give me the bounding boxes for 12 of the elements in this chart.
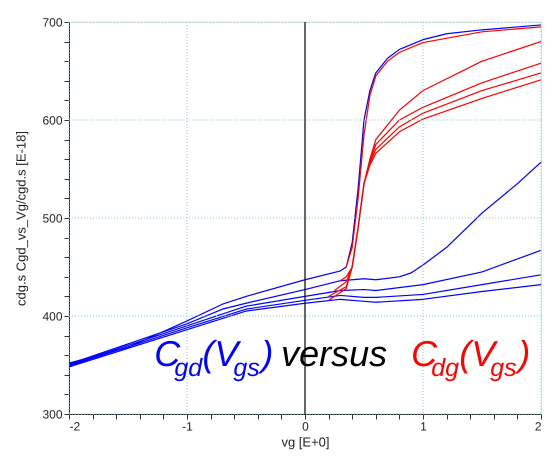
y-tick-label: 600 [42,114,63,128]
y-tick-label: 500 [42,212,63,226]
x-tick-label: -1 [182,420,194,434]
x-tick-label: 0 [302,420,310,434]
y-axis-title: cdg.s Cgd_vs_Vg/cgd.s [E-18] [13,131,28,306]
y-tick-label: 400 [42,310,63,324]
x-axis-title: vg [E+0] [281,434,330,450]
x-tick-label: 2 [534,420,542,434]
x-tick-label: -2 [70,420,80,434]
x-tick-label: 1 [420,420,428,434]
y-tick-label: 700 [42,16,63,30]
y-tick-label: 300 [42,408,63,422]
